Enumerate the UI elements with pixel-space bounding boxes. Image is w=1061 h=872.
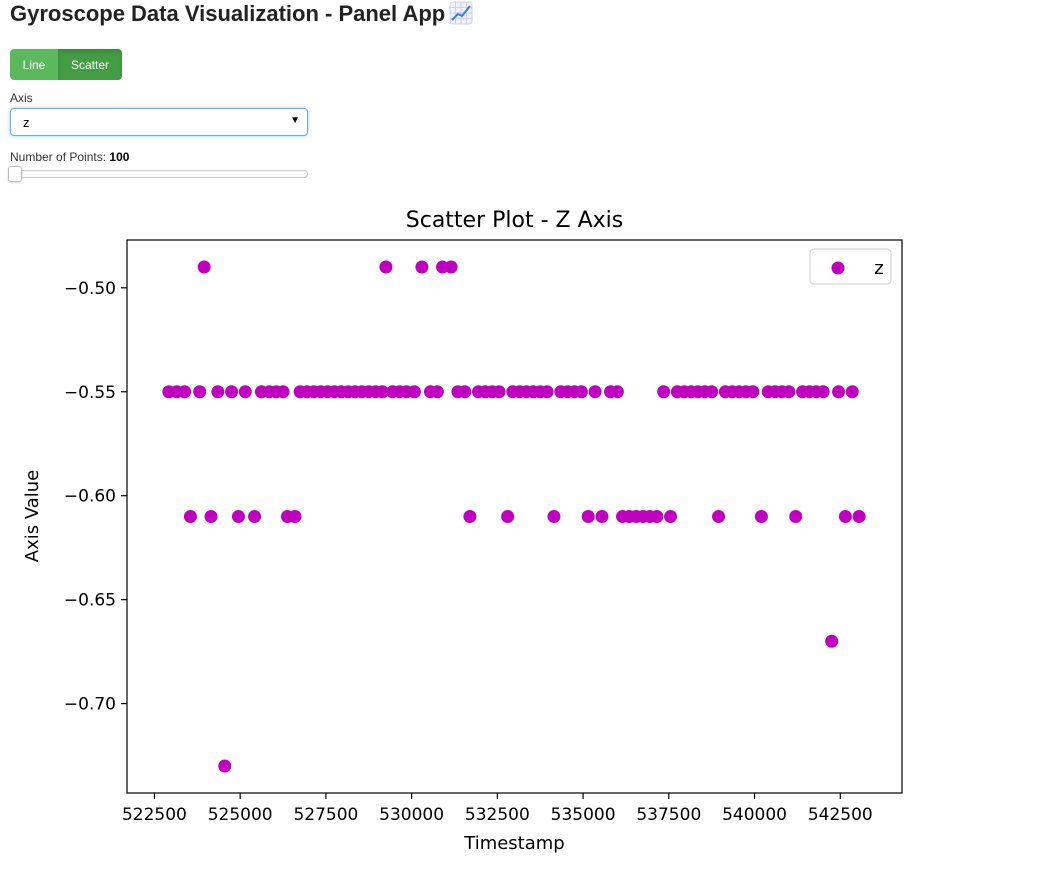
scatter-point: [415, 260, 429, 274]
scatter-toggle-button[interactable]: Scatter: [58, 49, 122, 80]
axis-select-label: Axis: [10, 91, 33, 105]
y-tick-label: −0.65: [64, 591, 116, 611]
scatter-point: [838, 510, 852, 523]
scatter-point: [444, 260, 458, 274]
legend: z: [809, 248, 892, 285]
scatter-point: [705, 385, 719, 399]
legend-label: z: [874, 258, 883, 279]
scatter-point: [650, 510, 664, 523]
x-tick-label: 537500: [636, 805, 701, 825]
scatter-point: [746, 385, 760, 399]
scatter-point: [379, 260, 393, 274]
scatter-point: [782, 385, 796, 399]
scatter-point: [832, 385, 846, 399]
x-tick-label: 525000: [208, 805, 273, 825]
legend-marker: [831, 261, 845, 275]
scatter-point: [211, 385, 225, 399]
scatter-point: [430, 385, 444, 399]
y-tick-label: −0.60: [64, 487, 116, 507]
x-tick-label: 542500: [808, 805, 873, 825]
scatter-point: [588, 385, 602, 399]
chart-title: Scatter Plot - Z Axis: [406, 208, 623, 233]
scatter-point: [218, 759, 232, 773]
x-axis-ticks: 522500 525000 527500 530000 532500 535000 5375…: [122, 793, 873, 825]
plot-type-toggle: Line Scatter: [10, 49, 122, 80]
points-slider-handle[interactable]: [8, 166, 22, 182]
scatter-point: [178, 385, 192, 399]
chart-increasing-icon: [449, 1, 473, 25]
y-tick-label: −0.50: [64, 279, 116, 299]
scatter-point: [825, 634, 839, 648]
scatter-point: [754, 510, 768, 523]
plot-frame: [126, 239, 903, 794]
scatter-point: [288, 510, 302, 523]
scatter-point: [664, 510, 678, 523]
scatter-point: [547, 510, 561, 523]
points-slider-label-text: Number of Points:: [10, 150, 107, 164]
scatter-point: [595, 510, 609, 523]
x-tick-label: 522500: [122, 805, 187, 825]
y-tick-label: −0.55: [64, 383, 116, 403]
caret-down-icon: ▼: [290, 115, 300, 126]
app-title-text: Gyroscope Data Visualization - Panel App: [10, 1, 446, 26]
x-tick-label: 530000: [379, 805, 444, 825]
scatter-point: [816, 385, 830, 399]
scatter-point: [225, 385, 239, 399]
points-slider-value: 100: [109, 150, 130, 164]
x-axis-label: Timestamp: [463, 833, 564, 854]
scatter-point: [463, 510, 477, 523]
app-title: Gyroscope Data Visualization - Panel App: [10, 0, 473, 28]
scatter-point: [183, 510, 197, 523]
scatter-point: [610, 385, 624, 399]
scatter-point: [375, 385, 389, 399]
scatter-point: [540, 385, 554, 399]
scatter-point: [248, 510, 262, 523]
y-axis-label: Axis Value: [22, 470, 43, 563]
scatter-point: [276, 385, 290, 399]
scatter-point: [197, 260, 211, 274]
scatter-point: [407, 385, 421, 399]
x-tick-label: 527500: [293, 805, 358, 825]
scatter-point: [581, 510, 595, 523]
y-axis-ticks: −0.50 −0.55 −0.60 −0.65 −0.70: [64, 279, 127, 715]
axis-select[interactable]: z ▼: [10, 108, 308, 136]
scatter-point: [789, 510, 803, 523]
legend-box: [809, 248, 892, 285]
scatter-point: [845, 385, 859, 399]
x-tick-label: 532500: [465, 805, 530, 825]
scatter-point: [712, 510, 726, 523]
data-points: [162, 260, 866, 773]
scatter-point: [492, 385, 506, 399]
scatter-point: [231, 510, 245, 523]
y-tick-label: −0.70: [64, 695, 116, 715]
scatter-point: [574, 385, 588, 399]
line-toggle-button[interactable]: Line: [10, 49, 58, 80]
axis-select-value: z: [23, 115, 30, 130]
scatter-point: [657, 385, 671, 399]
scatter-plot: Scatter Plot - Z Axis 522500 525000 527500…: [22, 208, 903, 854]
points-slider-track[interactable]: [10, 170, 308, 178]
scatter-point: [204, 510, 218, 523]
scatter-point: [458, 385, 472, 399]
x-tick-label: 535000: [551, 805, 616, 825]
scatter-point: [193, 385, 207, 399]
x-tick-label: 540000: [722, 805, 787, 825]
scatter-point: [852, 510, 866, 523]
points-slider-label: Number of Points: 100: [10, 150, 129, 164]
scatter-point: [238, 385, 252, 399]
scatter-point: [501, 510, 515, 523]
